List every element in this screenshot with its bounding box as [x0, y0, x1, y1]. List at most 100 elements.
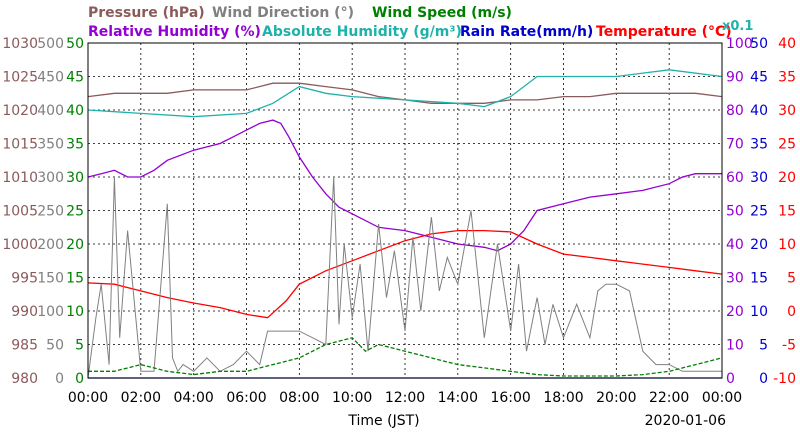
wind-speed-tick-label: 25 [66, 204, 84, 220]
wind-speed-tick-label: 5 [75, 338, 84, 354]
rain-tick-label: 0 [759, 371, 768, 387]
x-tick-label: 18:00 [543, 390, 583, 406]
pressure-tick-label: 1005 [2, 204, 38, 220]
temperature-tick-label: 5 [787, 271, 796, 287]
wind-speed-tick-label: 15 [66, 271, 84, 287]
wind-direction-tick-label: 400 [37, 103, 64, 119]
chart-date: 2020-01-06 [645, 413, 726, 429]
humidity-tick-label: 100 [726, 36, 753, 52]
grid [88, 43, 722, 378]
humidity-tick-label: 50 [726, 204, 744, 220]
pressure-tick-label: 1025 [2, 70, 38, 86]
humidity-tick-label: 80 [726, 103, 744, 119]
legend-rain-rate: Rain Rate(mm/h) [460, 24, 593, 40]
x-tick-label: 08:00 [279, 390, 319, 406]
temperature-c-line [87, 229, 723, 319]
humidity-tick-label: 90 [726, 70, 744, 86]
plot-series [87, 69, 723, 379]
temperature-tick-label: -5 [782, 338, 796, 354]
wind-direction-tick-label: 200 [37, 237, 64, 253]
x-tick-label: 00:00 [68, 390, 108, 406]
pressure-hpa-line [87, 82, 723, 104]
humidity-tick-label: 30 [726, 271, 744, 287]
rain-tick-label: 35 [750, 137, 768, 153]
wind-speed-tick-label: 35 [66, 137, 84, 153]
pressure-tick-label: 995 [11, 271, 38, 287]
humidity-tick-label: 20 [726, 304, 744, 320]
humidity-tick-label: 0 [726, 371, 735, 387]
left-axes: 1030102510201015101010051000995990985980… [2, 36, 84, 387]
humidity-tick-label: 70 [726, 137, 744, 153]
x-axis-label: Time (JST) [347, 413, 419, 429]
wind-speed-tick-label: 45 [66, 70, 84, 86]
legend-absolute-humidity: Absolute Humidity (g/m³) [262, 24, 462, 40]
temperature-tick-label: 15 [778, 204, 796, 220]
x-tick-label: 00:00 [702, 390, 742, 406]
wind-speed-m-s-line [88, 337, 723, 377]
plot-frame [87, 42, 723, 379]
right-axes: 1009080706050403020100504540353025201510… [726, 36, 796, 387]
temperature-tick-label: 25 [778, 137, 796, 153]
legend-wind-direction: Wind Direction (°) [212, 5, 354, 21]
wind-direction-tick-label: 500 [37, 36, 64, 52]
legend-temperature: Temperature (°C) [596, 24, 732, 40]
relative-humidity-line [87, 119, 722, 252]
rain-tick-label: 25 [750, 204, 768, 220]
wind-direction-tick-label: 150 [37, 271, 64, 287]
pressure-tick-label: 985 [11, 338, 38, 354]
x-tick-label: 14:00 [438, 390, 478, 406]
wind-speed-tick-label: 0 [75, 371, 84, 387]
rain-tick-label: 10 [750, 304, 768, 320]
x-tick-label: 04:00 [173, 390, 213, 406]
wind-direction-tick-label: 450 [37, 70, 64, 86]
rain-tick-label: 40 [750, 103, 768, 119]
wind-speed-tick-label: 50 [66, 36, 84, 52]
pressure-tick-label: 1000 [2, 237, 38, 253]
x-axis-ticks: 00:00 02:00 04:00 06:00 08:00 10:00 12:00 14:00… [68, 390, 742, 406]
pressure-tick-label: 1020 [2, 103, 38, 119]
wind-direction-tick-label: 100 [37, 304, 64, 320]
wind-direction-tick-label: 300 [37, 170, 64, 186]
temperature-tick-label: 0 [787, 304, 796, 320]
wind-direction-tick-label: 0 [55, 371, 64, 387]
rain-tick-label: 50 [750, 36, 768, 52]
rain-tick-label: 45 [750, 70, 768, 86]
wind-direction-tick-label: 350 [37, 137, 64, 153]
wind-direction-line [87, 176, 722, 379]
pressure-tick-label: 1010 [2, 170, 38, 186]
legend-relative-humidity: Relative Humidity (%) [88, 24, 261, 40]
wind-speed-tick-label: 40 [66, 103, 84, 119]
temperature-tick-label: 10 [778, 237, 796, 253]
wind-speed-tick-label: 30 [66, 170, 84, 186]
wind-direction-tick-label: 250 [37, 204, 64, 220]
rain-tick-label: 15 [750, 271, 768, 287]
temperature-tick-label: 20 [778, 170, 796, 186]
x-tick-label: 06:00 [226, 390, 266, 406]
wind-speed-tick-label: 10 [66, 304, 84, 320]
x-tick-label: 10:00 [332, 390, 372, 406]
wind-speed-tick-label: 20 [66, 237, 84, 253]
x-tick-label: 20:00 [596, 390, 636, 406]
pressure-tick-label: 980 [11, 371, 38, 387]
humidity-tick-label: 10 [726, 338, 744, 354]
wind-direction-tick-label: 50 [46, 338, 64, 354]
legend-pressure: Pressure (hPa) [88, 5, 205, 21]
temperature-tick-label: 40 [778, 36, 796, 52]
rain-tick-label: 30 [750, 170, 768, 186]
temperature-tick-label: 35 [778, 70, 796, 86]
temperature-tick-label: -10 [773, 371, 796, 387]
humidity-tick-label: 40 [726, 237, 744, 253]
pressure-tick-label: 1015 [2, 137, 38, 153]
rain-tick-label: 5 [759, 338, 768, 354]
humidity-tick-label: 60 [726, 170, 744, 186]
rain-multiplier-label: x0.1 [722, 19, 753, 34]
x-tick-label: 22:00 [649, 390, 689, 406]
x-tick-label: 02:00 [121, 390, 161, 406]
x-tick-label: 12:00 [385, 390, 425, 406]
legend: Pressure (hPa) Wind Direction (°) Wind S… [88, 5, 753, 40]
legend-wind-speed: Wind Speed (m/s) [372, 5, 512, 21]
absolute-humidity-g-m-line [87, 69, 723, 118]
rain-tick-label: 20 [750, 237, 768, 253]
pressure-tick-label: 1030 [2, 36, 38, 52]
